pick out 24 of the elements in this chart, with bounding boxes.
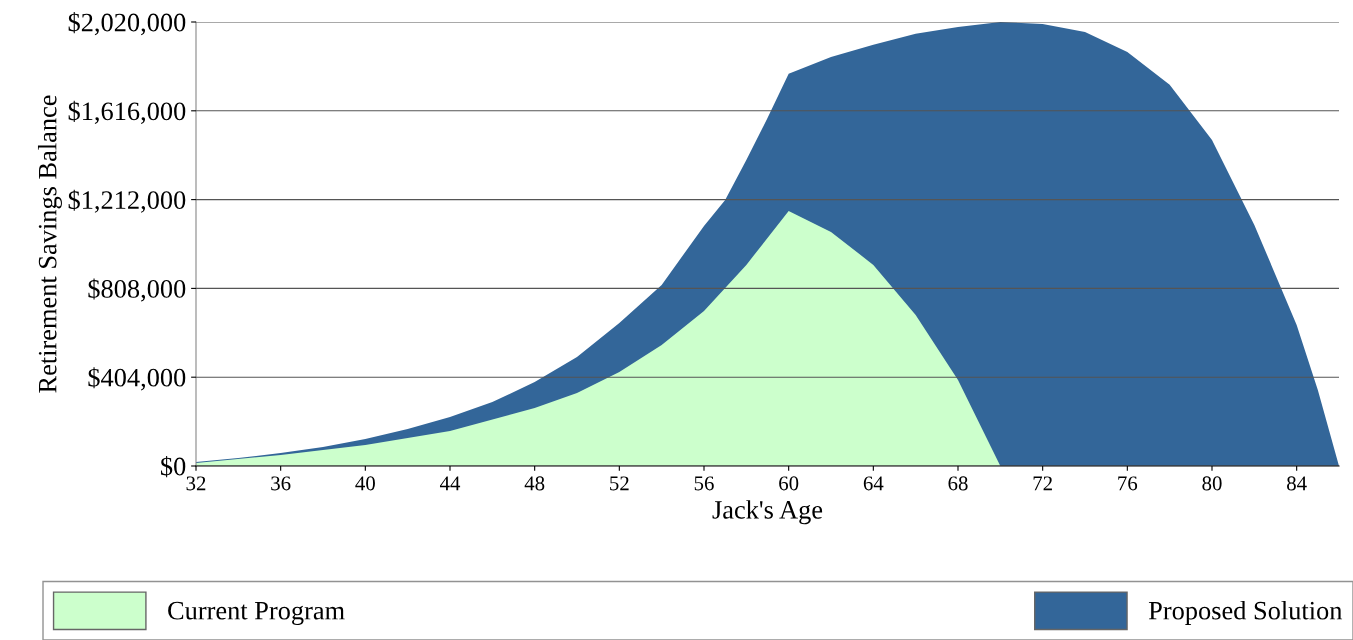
x-tick-label: 56 [694,476,714,491]
x-tick-label: 64 [863,476,884,491]
y-tick-label: $2,020,000 [68,12,186,36]
x-tick-label: 32 [186,476,206,491]
y-tick-label: $808,000 [88,278,186,302]
x-tick-label: 76 [1118,476,1138,491]
x-tick-label: 60 [779,476,799,491]
x-tick-label: 72 [1033,476,1052,491]
y-tick-label: $1,212,000 [68,189,186,213]
legend-label: Proposed Solution [1148,600,1343,625]
y-axis-title: Retirement Savings Balance [37,95,62,393]
x-tick-label: 52 [610,476,629,491]
x-tick-label: 48 [524,476,545,491]
x-tick-label: 68 [948,476,968,491]
x-tick-label: 80 [1202,476,1222,491]
y-tick-label: $1,616,000 [68,100,186,125]
x-tick-label: 36 [271,476,291,491]
y-tick-label: $0 [161,456,186,478]
x-axis-title: Jack's Age [712,500,823,525]
legend-label: Current Program [168,601,345,625]
y-tick-label: $404,000 [88,367,186,391]
x-tick-label: 40 [355,476,375,491]
x-tick-label: 44 [439,476,461,491]
x-tick-label: 84 [1287,476,1307,491]
